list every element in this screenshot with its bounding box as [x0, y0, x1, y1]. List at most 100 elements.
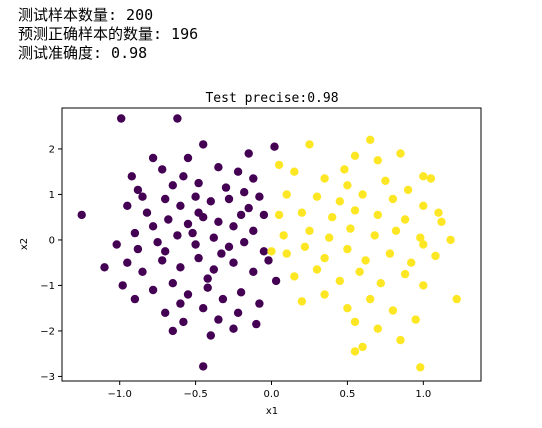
- data-point-class-0: [236, 210, 246, 220]
- data-point-class-1: [274, 210, 284, 220]
- data-point-class-1: [340, 165, 349, 174]
- data-point-class-0: [138, 192, 147, 201]
- data-point-class-1: [366, 294, 375, 304]
- data-point-class-0: [194, 253, 203, 263]
- data-point-class-0: [199, 304, 208, 313]
- data-point-class-0: [194, 208, 203, 217]
- data-point-class-0: [233, 308, 243, 317]
- data-point-class-0: [183, 153, 193, 163]
- data-point-class-1: [437, 217, 446, 226]
- data-point-class-0: [117, 114, 126, 123]
- data-point-class-0: [206, 197, 215, 206]
- console-line: 测试准确度: 0.98: [18, 44, 148, 62]
- data-point-class-1: [419, 240, 428, 249]
- data-point-class-1: [274, 160, 284, 170]
- scatter-points: [77, 114, 461, 372]
- y-tick-label: −3: [40, 372, 55, 383]
- data-point-class-0: [209, 233, 218, 242]
- data-point-class-0: [191, 192, 200, 201]
- data-point-class-0: [224, 194, 234, 204]
- data-point-class-0: [123, 258, 132, 267]
- data-point-class-0: [173, 231, 182, 240]
- data-point-class-0: [249, 267, 258, 276]
- data-point-class-1: [391, 226, 401, 235]
- data-point-class-1: [373, 156, 382, 165]
- data-point-class-0: [127, 172, 136, 181]
- data-point-class-0: [259, 210, 269, 220]
- data-point-class-0: [179, 172, 188, 181]
- data-point-class-0: [259, 247, 269, 256]
- data-point-class-0: [271, 276, 281, 286]
- data-point-class-0: [229, 222, 238, 231]
- data-point-class-1: [290, 167, 299, 176]
- data-point-class-0: [264, 256, 273, 265]
- data-point-class-1: [297, 208, 307, 217]
- data-point-class-1: [346, 224, 355, 233]
- data-point-class-0: [233, 167, 243, 176]
- data-point-class-0: [130, 294, 140, 304]
- data-point-class-0: [148, 153, 158, 163]
- data-point-class-1: [373, 210, 382, 220]
- x-axis-ticks: −1.0 −0.5 0.0 0.5 1.0: [108, 381, 431, 400]
- data-point-class-1: [400, 215, 410, 224]
- data-point-class-0: [199, 362, 208, 371]
- data-point-class-0: [100, 263, 109, 272]
- data-point-class-0: [118, 281, 127, 290]
- data-point-class-1: [361, 256, 370, 265]
- x-tick-label: 0.0: [264, 389, 280, 400]
- data-point-class-1: [396, 335, 405, 345]
- data-point-class-1: [312, 265, 322, 274]
- data-point-class-1: [312, 192, 322, 201]
- data-point-class-0: [176, 263, 185, 272]
- data-point-class-0: [217, 249, 226, 258]
- data-point-class-1: [335, 276, 344, 286]
- data-point-class-1: [419, 201, 428, 210]
- data-point-class-0: [214, 315, 223, 324]
- data-point-class-0: [148, 222, 158, 231]
- x-tick-label: −0.5: [183, 389, 207, 400]
- data-point-class-0: [176, 299, 185, 308]
- data-point-class-1: [320, 290, 329, 299]
- data-point-class-0: [176, 201, 185, 210]
- data-point-class-1: [358, 342, 367, 352]
- data-point-class-0: [252, 319, 261, 329]
- data-point-class-1: [343, 181, 352, 190]
- data-point-class-0: [138, 267, 147, 276]
- data-point-class-1: [282, 249, 291, 258]
- x-tick-label: −1.0: [108, 389, 132, 400]
- console-line: 测试样本数量: 200: [18, 6, 154, 24]
- data-point-class-1: [434, 208, 443, 217]
- data-point-class-0: [255, 192, 264, 201]
- data-point-class-0: [123, 201, 132, 210]
- data-point-class-1: [320, 253, 329, 263]
- y-axis-ticks: −3 −2 −1 0 1 2: [40, 144, 62, 383]
- data-point-class-0: [194, 178, 203, 188]
- data-point-class-1: [431, 251, 440, 261]
- data-point-class-0: [179, 317, 188, 327]
- data-point-class-0: [183, 290, 193, 299]
- data-point-class-0: [249, 174, 258, 183]
- data-point-class-0: [218, 294, 228, 304]
- data-point-class-0: [229, 324, 238, 333]
- data-point-class-0: [191, 240, 200, 249]
- y-tick-label: 2: [49, 144, 55, 155]
- data-point-class-1: [426, 174, 436, 183]
- data-point-class-1: [366, 135, 375, 144]
- data-point-class-1: [396, 149, 405, 158]
- data-point-class-0: [203, 274, 212, 283]
- data-point-class-1: [373, 324, 382, 333]
- y-axis-label: x2: [19, 238, 30, 250]
- data-point-class-1: [343, 304, 352, 313]
- data-point-class-1: [358, 190, 367, 199]
- y-tick-label: 1: [49, 190, 55, 201]
- data-point-class-1: [376, 279, 385, 288]
- data-point-class-0: [206, 331, 215, 340]
- data-point-class-0: [240, 238, 249, 247]
- data-point-class-0: [255, 299, 264, 308]
- data-point-class-0: [133, 185, 143, 195]
- chart-title: Test precise:0.98: [205, 91, 338, 106]
- data-point-class-0: [158, 256, 167, 265]
- data-point-class-0: [203, 283, 212, 292]
- data-point-class-1: [279, 231, 288, 240]
- data-point-class-1: [385, 249, 395, 258]
